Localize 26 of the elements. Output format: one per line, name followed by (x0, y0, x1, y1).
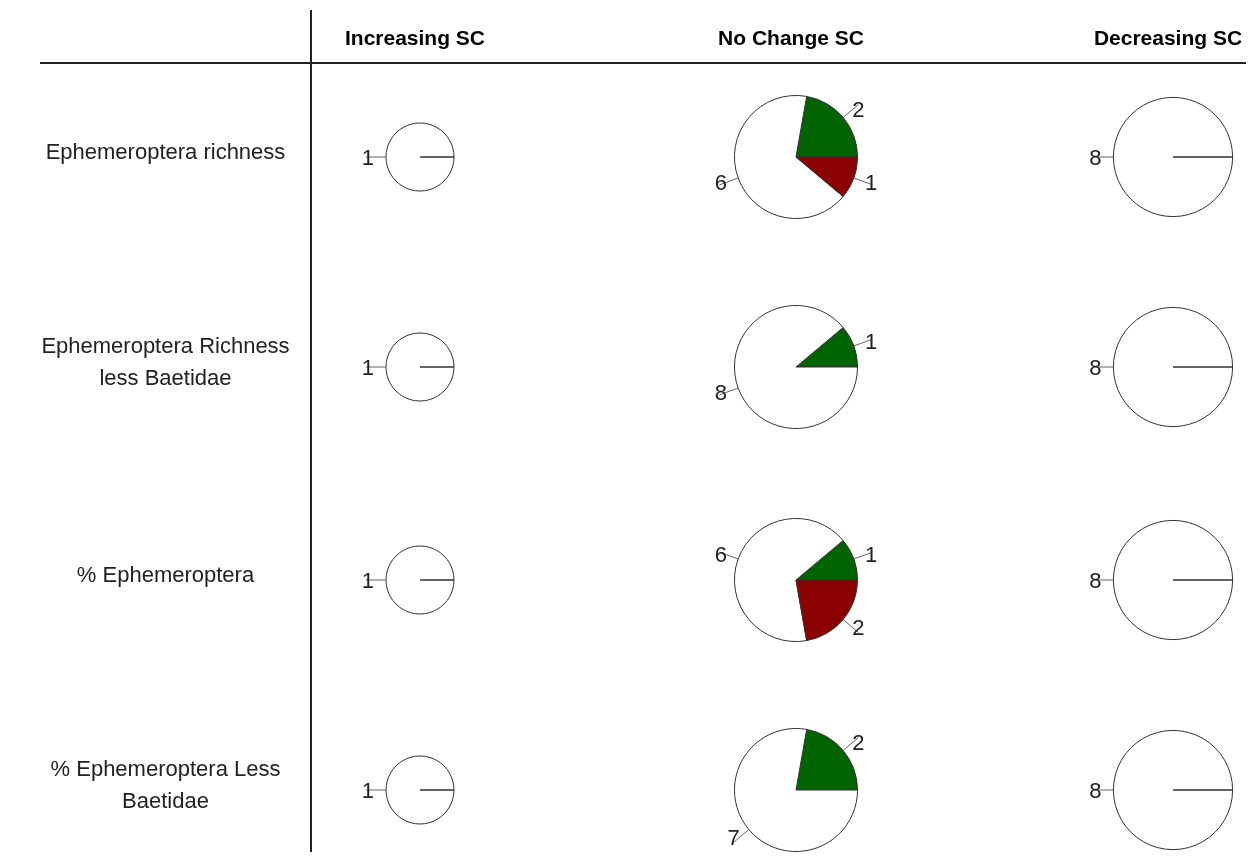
data-label: 8 (714, 379, 727, 405)
text: % Ephemeroptera (76, 561, 255, 589)
data-label: 1 (361, 777, 374, 803)
data-label: 8 (1089, 567, 1102, 593)
chart-title: Decreasing SC (1092, 26, 1244, 50)
chart-title: Increasing SC (343, 26, 487, 50)
pie-slice (733, 305, 859, 430)
chart-title: No Change SC (717, 26, 865, 50)
data-label: 1 (865, 542, 878, 568)
data-label: 6 (714, 542, 727, 568)
data-label: 1 (865, 329, 878, 355)
data-label: 1 (865, 169, 878, 195)
text: Ephemeroptera Richness less Baetidae (40, 332, 291, 392)
data-label: 8 (1089, 354, 1102, 380)
data-label: 2 (852, 97, 865, 123)
data-label: 8 (1089, 144, 1102, 170)
data-label: 6 (714, 169, 727, 195)
data-label: 1 (361, 567, 374, 593)
data-label: 7 (727, 824, 740, 850)
data-label: 8 (1089, 777, 1102, 803)
data-label: 1 (361, 354, 374, 380)
data-label: 2 (852, 730, 865, 756)
text: % Ephemeroptera Less Baetidae (49, 755, 282, 815)
data-label: 2 (852, 614, 865, 640)
data-label: 1 (361, 144, 374, 170)
text: Ephemeroptera richness (45, 138, 286, 166)
